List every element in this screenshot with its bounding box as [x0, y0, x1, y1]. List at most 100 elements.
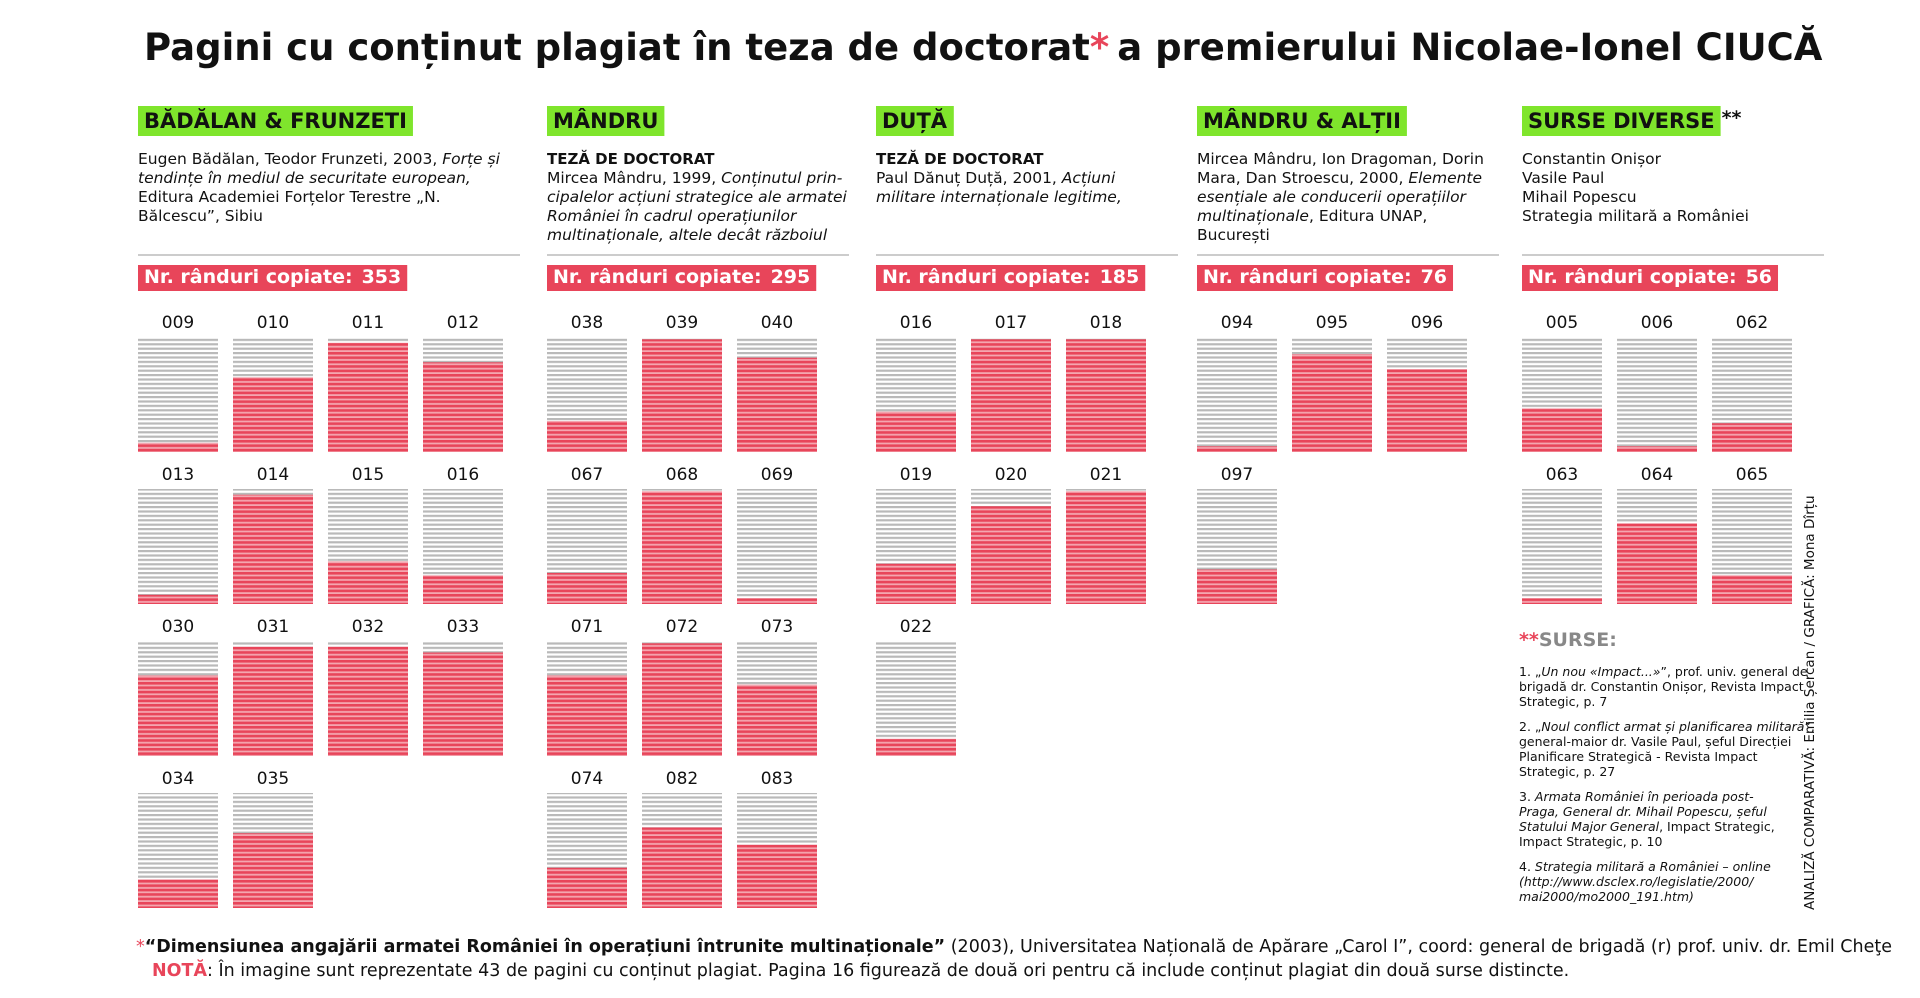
source-ref: general-maior dr. Vasile Paul, șeful Dir…	[1519, 734, 1791, 749]
copied-portion	[1522, 598, 1602, 604]
page-number: 035	[257, 769, 289, 789]
page	[1617, 337, 1697, 452]
page	[138, 489, 218, 604]
note: NOTĂ: În imagine sunt reprezentate 43 de…	[152, 959, 1569, 981]
page-number: 083	[761, 769, 793, 789]
doc-type: TEZĂ DE DOCTORAT	[547, 149, 715, 168]
source-line: București	[1197, 226, 1270, 244]
source-line: esențiale ale conducerii operațiilor	[1197, 188, 1468, 206]
source-ref-segment: , Impact Strategic,	[1659, 819, 1775, 834]
source-line: României în cadrul operațiunilor	[547, 207, 798, 225]
page-number: 017	[995, 313, 1027, 333]
source-ref: Impact Strategic, p. 10	[1519, 834, 1662, 849]
source-line: Mihail Popescu	[1522, 188, 1637, 206]
copied-portion	[423, 362, 503, 452]
copied-portion	[138, 442, 218, 452]
copied-portion	[547, 867, 627, 908]
copied-portion	[737, 357, 817, 452]
source-line: Mircea Mândru, Ion Dragoman, Dorin	[1197, 150, 1484, 168]
page-number: 022	[900, 617, 932, 637]
copied-portion	[138, 879, 218, 908]
copied-portion	[642, 643, 722, 756]
source-ref-segment: ”,	[1804, 719, 1814, 734]
page-number: 095	[1316, 313, 1348, 333]
group-name: DUȚĂ	[882, 108, 948, 134]
source-line-segment: esențiale ale conducerii operațiilor	[1197, 188, 1468, 206]
source-ref-segment: mai2000/mo2000_191.htm)	[1519, 889, 1694, 904]
page-number: 073	[761, 617, 793, 637]
source-ref-segment: (http://www.dsclex.ro/legislatie/2000/	[1519, 874, 1755, 889]
source-ref-segment: Un nou «Impact...»	[1541, 664, 1660, 679]
copied-portion	[1387, 369, 1467, 452]
source-line-segment: multinaționale	[1197, 207, 1309, 225]
count-label-text: Nr. rânduri copiate:	[144, 266, 353, 288]
group-highlight	[1197, 106, 1407, 136]
source-line-segment: Bălcescu”, Sibiu	[138, 207, 263, 225]
copied-portion	[233, 646, 313, 756]
page-number: 033	[447, 617, 479, 637]
source-ref-segment: Impact Strategic, p. 10	[1519, 834, 1662, 849]
source-line-segment: Eugen Bădălan, Teodor Frunzeti, 2003,	[138, 150, 442, 168]
doc-type: TEZĂ DE DOCTORAT	[876, 149, 1044, 168]
source-line-segment: Paul Dănuț Duță, 2001,	[876, 169, 1062, 187]
count-value: 295	[771, 266, 811, 288]
source-line-segment: București	[1197, 226, 1270, 244]
note-segment: NOTĂ	[152, 959, 207, 981]
copied-portion	[876, 563, 956, 604]
source-line-segment: Constantin Onișor	[1522, 150, 1662, 168]
copied-portion	[1197, 446, 1277, 452]
source-ref-segment: Statului Major General	[1519, 819, 1660, 834]
group-name: SURSE DIVERSE	[1528, 109, 1715, 133]
source-line: tendințe în mediul de securitate europea…	[138, 169, 471, 187]
count-value: 185	[1100, 266, 1140, 288]
page-number: 016	[900, 313, 932, 333]
footnote-segment: *	[136, 937, 145, 957]
group-name: BĂDĂLAN & FRUNZETI	[144, 108, 407, 133]
copied-portion	[1066, 339, 1146, 452]
count-box	[547, 265, 817, 291]
page-number: 018	[1090, 313, 1122, 333]
source-line-segment: militare internaționale legitime,	[876, 188, 1122, 206]
page-number: 074	[571, 769, 603, 789]
source-ref-segment: 4.	[1519, 859, 1535, 874]
page-number: 030	[162, 617, 194, 637]
source-ref: mai2000/mo2000_191.htm)	[1519, 889, 1694, 904]
count-label-text: Nr. rânduri copiate:	[553, 266, 762, 288]
page-number: 038	[571, 313, 603, 333]
copied-portion	[547, 420, 627, 452]
copied-portion	[328, 561, 408, 604]
count-label: Nr. rânduri copiate: 185	[882, 266, 1139, 288]
sources-mark: **	[1519, 629, 1539, 651]
copied-portion	[328, 342, 408, 452]
source-line: Mara, Dan Stroescu, 2000, Elemente	[1197, 169, 1482, 187]
copied-portion	[1617, 523, 1697, 604]
page-number: 063	[1546, 465, 1578, 485]
copied-portion	[642, 827, 722, 908]
group-name: MÂNDRU	[553, 108, 658, 133]
page-number: 097	[1221, 465, 1253, 485]
page	[1197, 337, 1277, 452]
copied-portion	[1066, 491, 1146, 604]
page-number: 005	[1546, 313, 1578, 333]
page	[138, 337, 218, 452]
source-ref: 3. Armata României în perioada post-	[1519, 789, 1754, 804]
footnote-segment: (2003), Universitatea Națională de Apăra…	[945, 937, 1892, 957]
count-value: 56	[1746, 266, 1772, 288]
count-value: 76	[1421, 266, 1447, 288]
copied-portion	[642, 491, 722, 604]
copied-portion	[971, 506, 1051, 604]
note-segment: : În imagine sunt reprezentate 43 de pag…	[207, 959, 1569, 981]
page-number: 009	[162, 313, 194, 333]
footnote-segment: “Dimensiunea angajării armatei României …	[145, 937, 945, 957]
source-line-segment: Forțe și	[442, 150, 500, 168]
source-ref-segment: Planificare Strategică - Revista Impact	[1519, 749, 1758, 764]
source-line-segment: tendințe în mediul de securitate europea…	[138, 169, 471, 187]
count-label-text: Nr. rânduri copiate:	[1203, 266, 1412, 288]
page-number: 021	[1090, 465, 1122, 485]
source-line: militare internaționale legitime,	[876, 188, 1122, 206]
count-label: Nr. rânduri copiate: 76	[1203, 266, 1447, 288]
copied-portion	[642, 339, 722, 452]
count-label: Nr. rânduri copiate: 353	[144, 266, 401, 288]
page-number: 082	[666, 769, 698, 789]
source-ref-segment: 2. „	[1519, 719, 1541, 734]
